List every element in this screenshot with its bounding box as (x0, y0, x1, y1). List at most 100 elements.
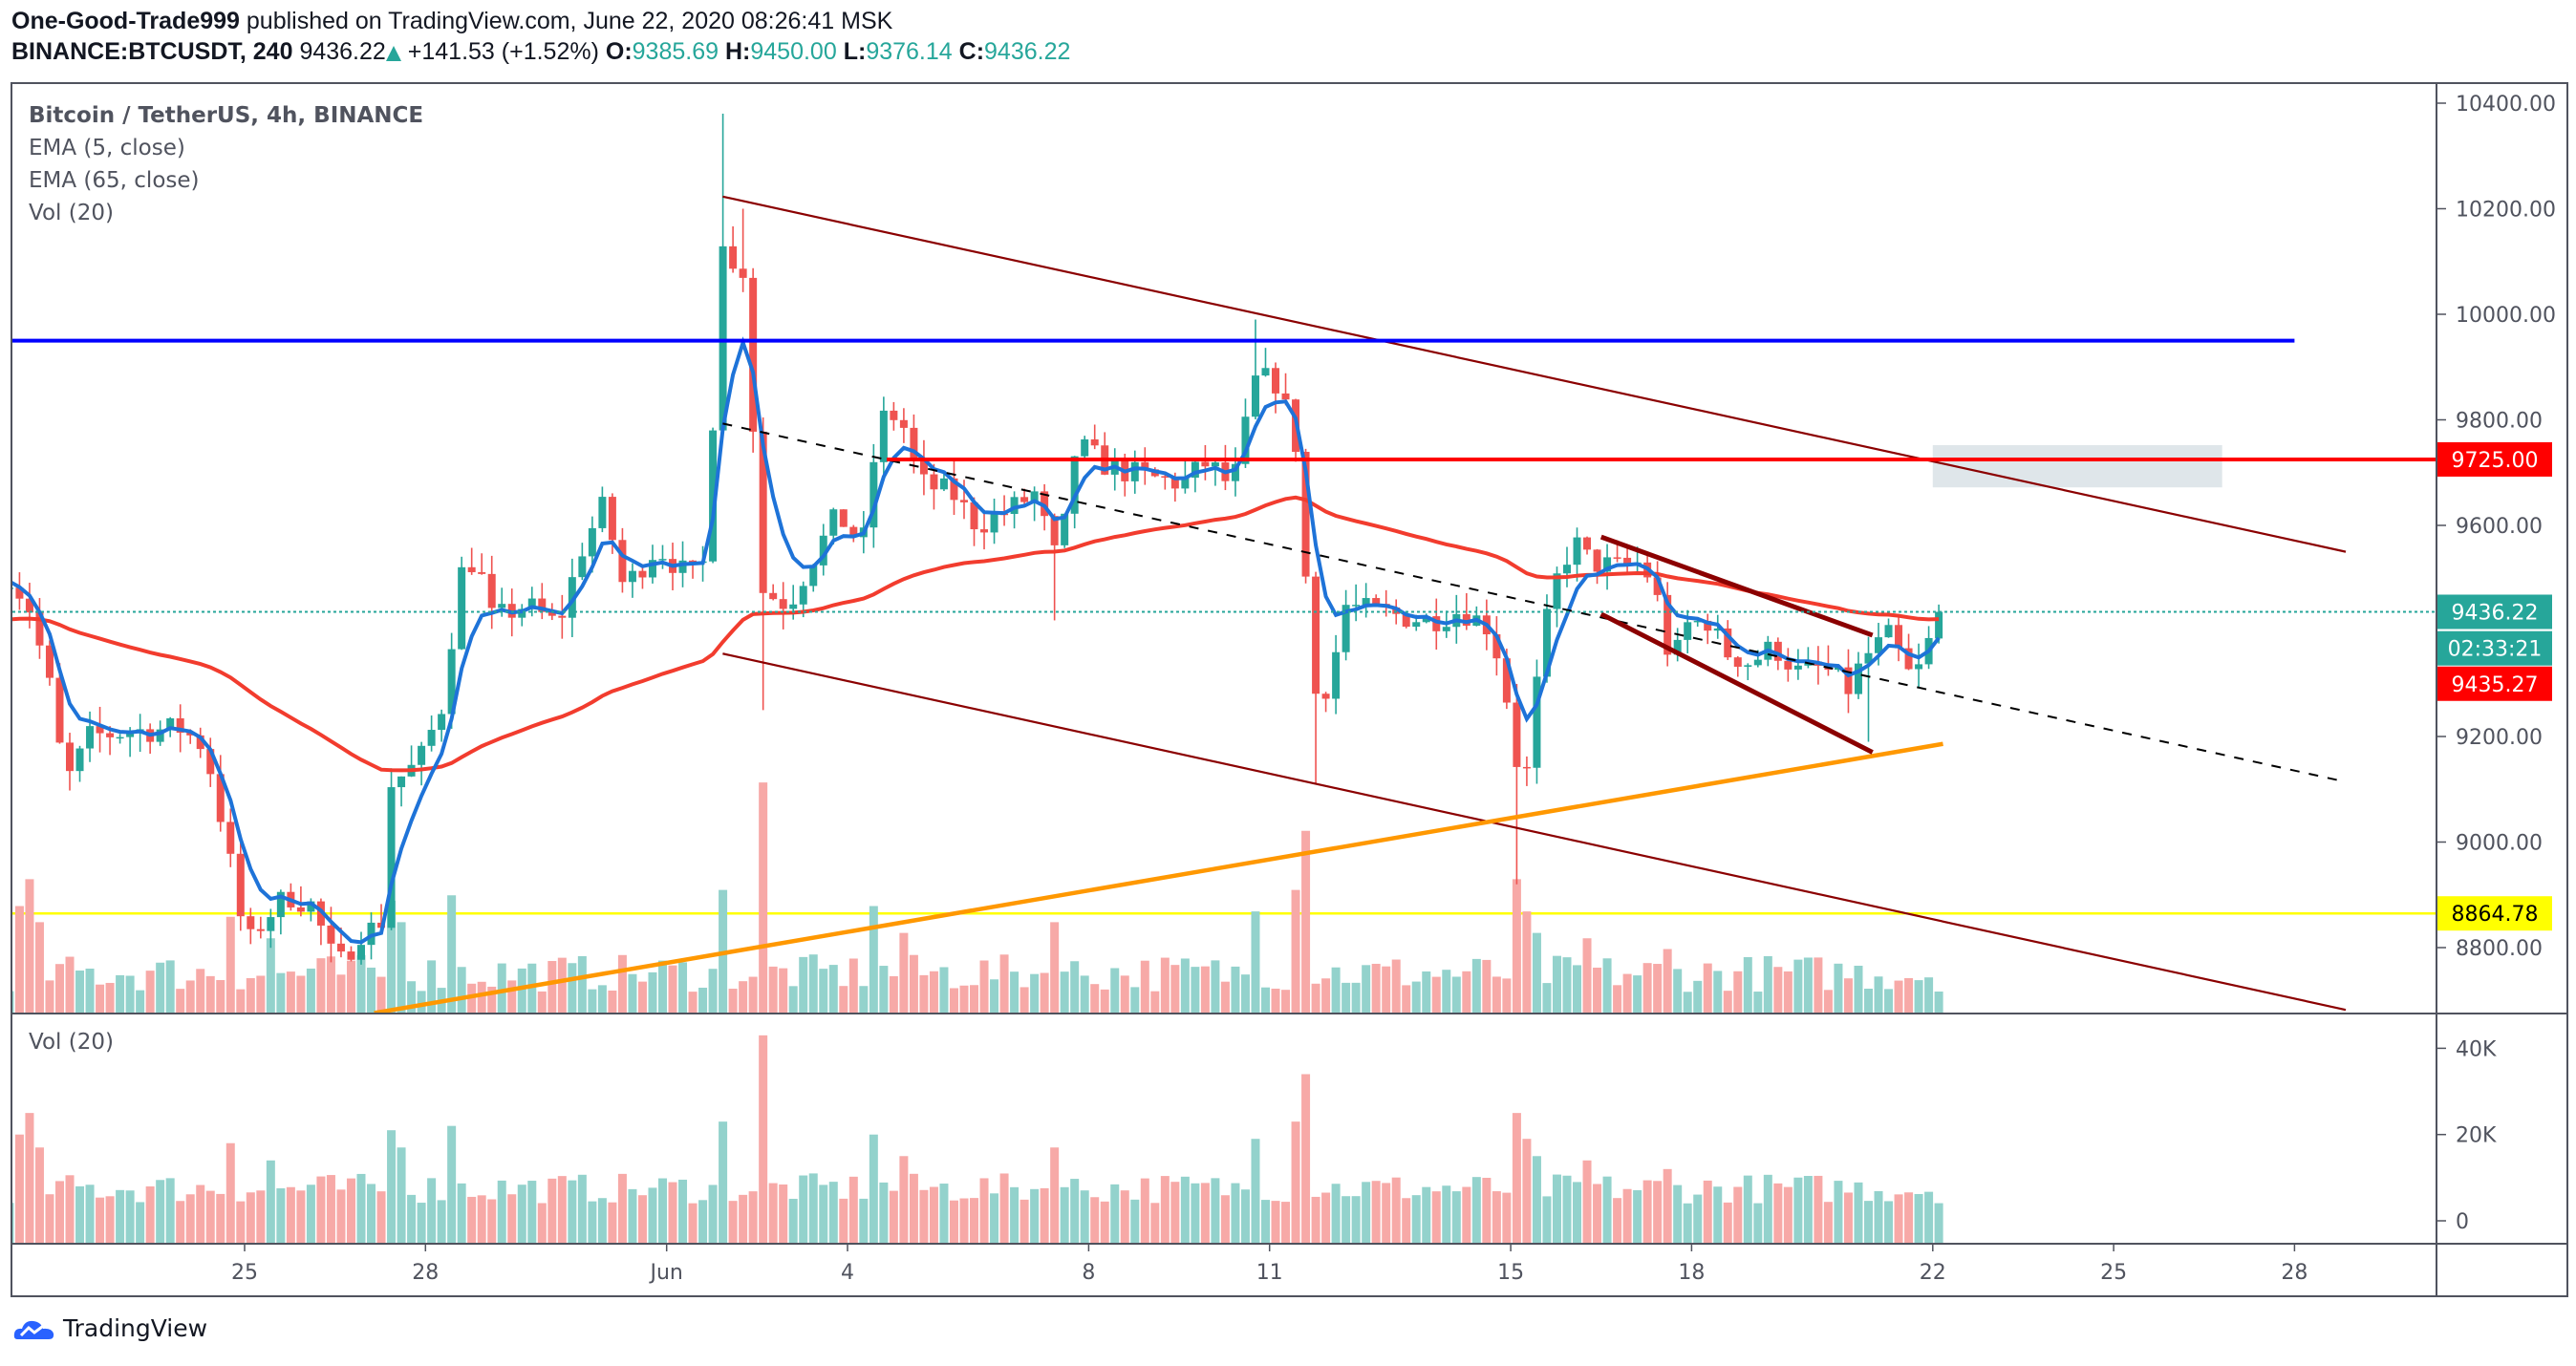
candle[interactable] (1492, 616, 1501, 676)
candle[interactable] (287, 883, 295, 911)
candle[interactable] (1352, 584, 1361, 622)
candle[interactable] (1804, 647, 1813, 669)
candle[interactable] (518, 604, 526, 627)
candle[interactable] (1191, 460, 1199, 493)
candle[interactable] (1030, 486, 1039, 522)
candle[interactable] (709, 427, 718, 564)
candle[interactable] (990, 499, 998, 544)
candle[interactable] (1573, 527, 1581, 582)
candle[interactable] (879, 396, 888, 475)
candle[interactable] (1583, 536, 1592, 555)
candle[interactable] (1793, 649, 1802, 680)
candle[interactable] (15, 572, 24, 610)
candle[interactable] (1472, 606, 1481, 627)
candle[interactable] (487, 555, 496, 630)
candle[interactable] (839, 509, 848, 527)
candle[interactable] (1704, 613, 1712, 645)
candle[interactable] (458, 556, 466, 651)
candle[interactable] (1312, 571, 1320, 784)
candle[interactable] (1070, 456, 1079, 529)
candle[interactable] (1272, 362, 1280, 414)
volume-legend[interactable]: Vol (20) (29, 1030, 114, 1055)
candle[interactable] (407, 745, 416, 778)
candle[interactable] (226, 808, 235, 867)
flag-bottom-trendline[interactable] (1599, 611, 1874, 755)
ema5-line[interactable] (10, 336, 1941, 945)
candle[interactable] (327, 907, 335, 963)
candle[interactable] (196, 727, 204, 758)
candle[interactable] (719, 114, 727, 431)
candle[interactable] (869, 443, 878, 548)
candle[interactable] (1844, 649, 1853, 714)
orange-support-trendline[interactable] (374, 741, 1943, 1014)
candle[interactable] (930, 463, 938, 510)
candle[interactable] (387, 768, 396, 930)
candle[interactable] (899, 408, 908, 443)
legend-vol[interactable]: Vol (20) (29, 201, 114, 225)
candle[interactable] (1090, 424, 1099, 450)
candle[interactable] (578, 543, 587, 581)
candle[interactable] (66, 733, 75, 791)
candle[interactable] (35, 598, 44, 659)
flag-top-trendline[interactable] (1599, 534, 1874, 638)
candle[interactable] (267, 908, 275, 949)
candle[interactable] (1211, 459, 1219, 486)
candle[interactable] (1201, 444, 1210, 480)
candle[interactable] (527, 587, 536, 617)
candle[interactable] (356, 931, 365, 965)
candle[interactable] (1664, 582, 1672, 667)
candle[interactable] (970, 497, 978, 546)
candle[interactable] (1522, 756, 1531, 786)
candle[interactable] (1533, 659, 1541, 784)
candle[interactable] (749, 267, 758, 453)
candle[interactable] (1744, 663, 1752, 680)
candle[interactable] (1513, 684, 1521, 885)
lower-channel-trendline[interactable] (722, 652, 2347, 1012)
candle[interactable] (658, 544, 667, 569)
candle[interactable] (558, 594, 567, 639)
candle[interactable] (427, 715, 436, 752)
candle[interactable] (1895, 613, 1903, 662)
candle[interactable] (1332, 634, 1341, 715)
candle[interactable] (618, 527, 627, 593)
candle[interactable] (256, 916, 265, 939)
candle[interactable] (438, 709, 446, 742)
candle[interactable] (1432, 598, 1441, 651)
upper-channel-trendline[interactable] (722, 195, 2347, 553)
candle[interactable] (1915, 643, 1923, 688)
candle[interactable] (1733, 655, 1742, 677)
candle[interactable] (236, 843, 245, 931)
candle[interactable] (1342, 589, 1350, 661)
candle[interactable] (890, 401, 898, 431)
candle[interactable] (1130, 450, 1139, 494)
candle[interactable] (397, 776, 406, 807)
candle[interactable] (296, 886, 305, 917)
candle[interactable] (538, 583, 547, 620)
candle[interactable] (829, 507, 838, 544)
candle[interactable] (729, 225, 738, 273)
candle[interactable] (1050, 513, 1059, 621)
candle[interactable] (45, 640, 54, 686)
candle[interactable] (6, 568, 13, 595)
candle[interactable] (146, 723, 155, 755)
candle[interactable] (1824, 645, 1833, 676)
candle[interactable] (1061, 513, 1069, 548)
candle[interactable] (980, 509, 989, 550)
candle[interactable] (418, 741, 426, 786)
candle[interactable] (1081, 436, 1089, 461)
candle[interactable] (206, 737, 215, 787)
candle[interactable] (1231, 447, 1239, 497)
candle[interactable] (316, 898, 325, 946)
candle[interactable] (1221, 444, 1230, 491)
legend-ema5[interactable]: EMA (5, close) (29, 136, 185, 160)
candle[interactable] (919, 439, 928, 496)
candle[interactable] (467, 547, 476, 575)
candle[interactable] (478, 553, 486, 575)
candle[interactable] (1935, 604, 1943, 644)
candle[interactable] (1261, 348, 1270, 377)
candle[interactable] (628, 563, 636, 598)
candle[interactable] (1784, 648, 1792, 682)
target-zone-box[interactable] (1932, 445, 2222, 488)
candle[interactable] (759, 417, 767, 711)
candle[interactable] (1864, 636, 1873, 742)
